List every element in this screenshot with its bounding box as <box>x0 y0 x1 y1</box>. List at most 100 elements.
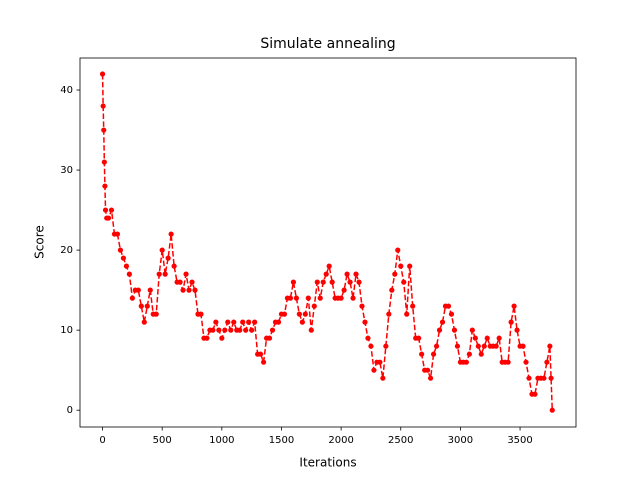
data-point <box>240 319 246 325</box>
data-point <box>252 319 258 325</box>
data-point <box>463 359 469 365</box>
data-point <box>416 335 422 341</box>
data-point <box>269 327 276 333</box>
data-point <box>383 343 389 349</box>
data-point <box>120 255 127 261</box>
data-point <box>472 335 478 341</box>
data-point <box>192 287 198 293</box>
y-tick-label: 0 <box>67 405 73 416</box>
data-point <box>323 271 329 277</box>
data-point <box>296 311 302 317</box>
plot-area <box>99 71 555 413</box>
data-point <box>308 327 314 333</box>
data-point <box>126 271 132 277</box>
data-point <box>219 335 225 341</box>
data-point <box>356 279 362 285</box>
y-axis-label: Score <box>33 225 47 259</box>
data-point <box>162 271 168 277</box>
data-line <box>101 73 554 411</box>
data-point <box>100 103 106 109</box>
data-point <box>228 327 234 333</box>
data-point <box>425 367 431 373</box>
data-point <box>266 335 273 341</box>
data-point <box>213 319 219 325</box>
data-point <box>101 159 107 165</box>
x-tick-label: 3500 <box>507 435 532 446</box>
x-tick-label: 500 <box>153 435 172 446</box>
x-axis-label: Iterations <box>299 456 356 470</box>
data-point <box>102 207 109 213</box>
data-point <box>287 295 294 301</box>
data-point <box>404 311 410 317</box>
data-point <box>99 71 106 77</box>
data-point <box>547 343 553 349</box>
axes-frame <box>79 57 577 428</box>
data-point <box>165 255 171 261</box>
data-point <box>445 303 452 309</box>
y-tick-label: 10 <box>60 325 73 336</box>
data-point <box>281 311 288 317</box>
data-point <box>186 287 192 293</box>
data-point <box>359 303 365 309</box>
data-point <box>314 279 320 285</box>
data-point <box>454 343 461 349</box>
data-point <box>520 343 526 349</box>
data-point <box>204 335 210 341</box>
data-point <box>395 247 401 253</box>
data-point <box>326 263 332 269</box>
data-point <box>305 295 311 301</box>
data-point <box>439 319 446 325</box>
data-point <box>350 295 356 301</box>
y-tick-label: 30 <box>60 165 73 176</box>
data-point <box>216 327 222 333</box>
data-point <box>548 375 554 381</box>
data-point <box>386 311 392 317</box>
data-point <box>341 287 347 293</box>
chart-title: Simulate annealing <box>260 36 395 52</box>
data-point <box>401 279 407 285</box>
x-tick-label: 3000 <box>448 435 473 446</box>
data-point <box>117 247 124 253</box>
x-tick-label: 2500 <box>388 435 413 446</box>
data-point <box>101 127 107 133</box>
data-point <box>141 319 147 325</box>
data-point <box>523 359 529 365</box>
x-tick-label: 2000 <box>328 435 353 446</box>
x-tick-label: 0 <box>99 435 105 446</box>
data-point <box>365 335 371 341</box>
data-point <box>144 303 150 309</box>
data-point <box>368 343 374 349</box>
data-point <box>389 287 395 293</box>
data-point <box>246 319 252 325</box>
x-tick-label: 1500 <box>269 435 294 446</box>
data-point <box>380 375 386 381</box>
data-point <box>210 327 216 333</box>
data-point <box>347 279 353 285</box>
data-point <box>177 279 183 285</box>
data-point <box>129 295 135 301</box>
data-point <box>410 303 416 309</box>
data-point <box>362 319 368 325</box>
data-point <box>469 327 475 333</box>
data-point <box>544 359 550 365</box>
data-point <box>353 271 359 277</box>
data-point <box>511 303 517 309</box>
data-point <box>329 279 335 285</box>
data-point <box>102 183 108 189</box>
data-point <box>183 271 189 277</box>
data-point <box>189 279 195 285</box>
data-point <box>299 319 305 325</box>
data-point <box>243 327 249 333</box>
data-point <box>392 271 398 277</box>
data-point <box>147 287 153 293</box>
data-point <box>541 375 547 381</box>
data-point <box>371 367 377 373</box>
data-point <box>222 327 228 333</box>
data-point <box>198 311 204 317</box>
data-point <box>135 287 141 293</box>
data-point <box>549 407 555 413</box>
data-point <box>171 263 177 269</box>
data-point <box>311 303 317 309</box>
data-point <box>231 319 237 325</box>
